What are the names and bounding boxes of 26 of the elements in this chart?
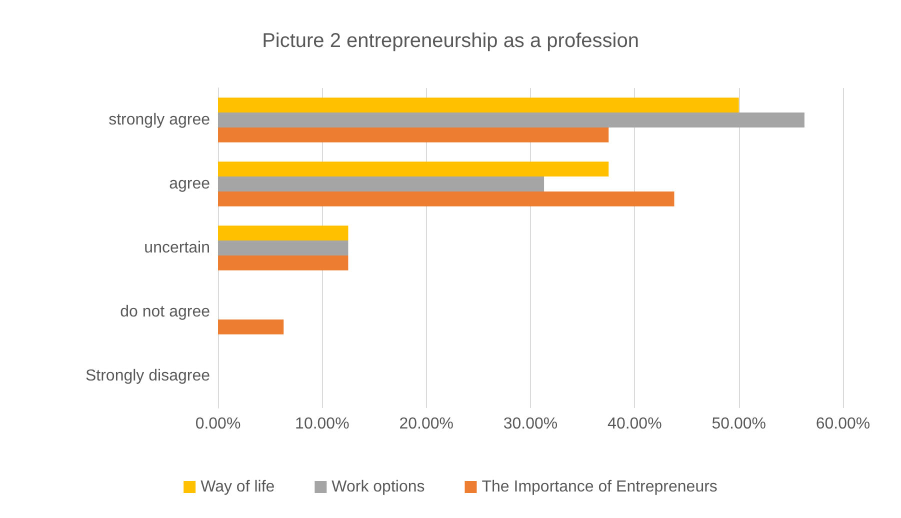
bar (218, 112, 804, 128)
y-tick-label: do not agree (120, 304, 210, 320)
y-tick-label: agree (169, 176, 210, 192)
bar (218, 162, 609, 177)
y-tick-label: strongly agree (108, 112, 210, 128)
bar (218, 319, 284, 334)
bar (218, 127, 609, 142)
y-tick-label: Strongly disagree (85, 368, 210, 384)
bar (218, 191, 674, 206)
x-tick-label: 0.00% (195, 416, 241, 432)
bar (218, 240, 348, 256)
x-tick-label: 10.00% (295, 416, 350, 432)
legend-label: Way of life (200, 478, 275, 496)
legend-label: The Importance of Entrepreneurs (482, 478, 718, 496)
x-tick-label: 40.00% (608, 416, 662, 432)
bar (218, 255, 348, 270)
x-tick-label: 60.00% (816, 416, 870, 432)
x-tick-label: 20.00% (399, 416, 454, 432)
x-tick-label: 30.00% (503, 416, 558, 432)
chart-title: Picture 2 entrepreneurship as a profession (262, 30, 639, 52)
bar (218, 226, 348, 241)
x-tick-label: 50.00% (712, 416, 766, 432)
legend-label: Work options (332, 478, 425, 496)
bar (218, 176, 544, 192)
y-tick-label: uncertain (144, 240, 210, 256)
bar (218, 98, 739, 113)
